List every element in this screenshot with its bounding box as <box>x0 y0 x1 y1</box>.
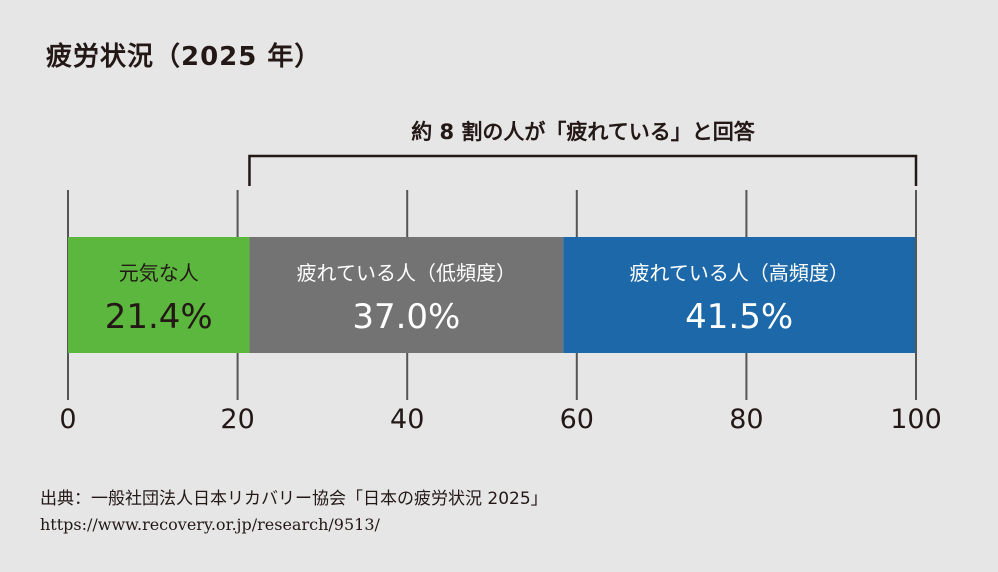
bar-segment <box>249 237 564 353</box>
bar-segment <box>563 237 916 353</box>
segment-name-label: 元気な人 <box>119 261 199 285</box>
bracket <box>248 154 918 186</box>
bar-segment <box>68 237 250 353</box>
x-tick-label: 20 <box>220 404 254 435</box>
x-tick-label: 100 <box>890 404 942 435</box>
x-tick-label: 40 <box>390 404 424 435</box>
segment-value-label: 37.0% <box>352 297 460 337</box>
bracket-annotation: 約 8 割の人が「疲れている」と回答 <box>411 120 755 144</box>
segment-name-label: 疲れている人（高頻度） <box>629 261 848 285</box>
x-tick-label: 80 <box>729 404 763 435</box>
segment-value-label: 41.5% <box>685 297 793 337</box>
chart-title: 疲労状況（2025 年） <box>46 42 322 72</box>
x-tick-label: 0 <box>59 404 76 435</box>
segment-value-label: 21.4% <box>105 297 213 337</box>
source-url[interactable]: https://www.recovery.or.jp/research/9513… <box>40 515 380 534</box>
source-citation: 出典：一般社団法人日本リカバリー協会「日本の疲労状況 2025」 <box>40 489 548 509</box>
x-tick-label: 60 <box>560 404 594 435</box>
segment-name-label: 疲れている人（低頻度） <box>297 261 516 285</box>
